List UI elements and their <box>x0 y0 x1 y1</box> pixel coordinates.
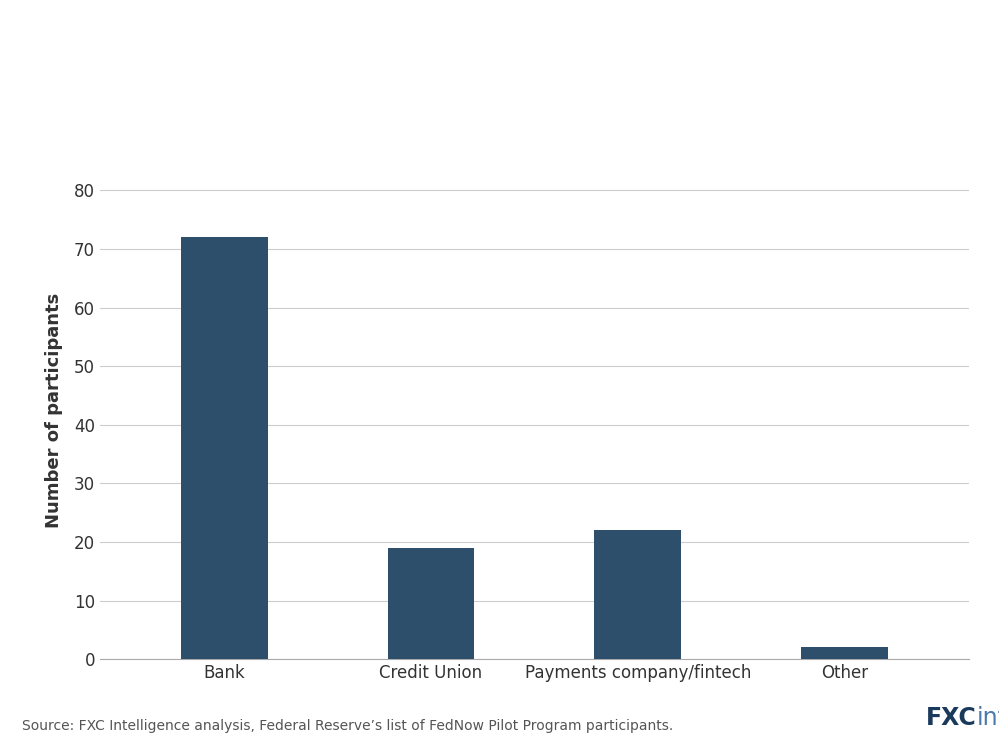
Bar <box>388 548 475 659</box>
Bar <box>594 530 681 659</box>
Text: Participants in FedNow’s Pilot Program, split by category: Participants in FedNow’s Pilot Program, … <box>22 89 531 107</box>
Text: Source: FXC Intelligence analysis, Federal Reserve’s list of FedNow Pilot Progra: Source: FXC Intelligence analysis, Feder… <box>22 718 673 733</box>
Text: Payments companies/fintechs make up 19% of FedNow testers: Payments companies/fintechs make up 19% … <box>22 28 999 56</box>
Bar <box>801 647 888 659</box>
Bar <box>181 237 268 659</box>
Text: FXC: FXC <box>926 706 977 730</box>
Y-axis label: Number of participants: Number of participants <box>45 292 63 528</box>
Text: intelligence™: intelligence™ <box>977 706 999 730</box>
